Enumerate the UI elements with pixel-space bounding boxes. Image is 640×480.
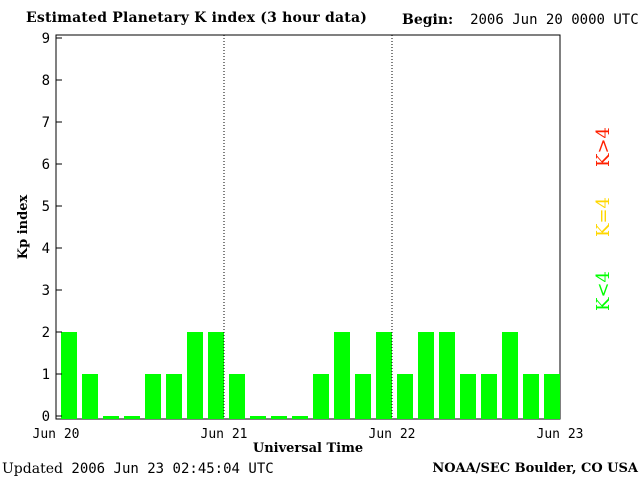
y-tick-label: 2 bbox=[42, 325, 50, 341]
kp-bar bbox=[313, 374, 329, 419]
begin-label: Begin: bbox=[402, 12, 454, 28]
kp-bar bbox=[544, 374, 560, 419]
legend-label: K>4 bbox=[593, 127, 614, 167]
kp-bar bbox=[250, 416, 266, 419]
kp-bar bbox=[481, 374, 497, 419]
kp-bar bbox=[334, 332, 350, 419]
kp-bar bbox=[502, 332, 518, 419]
y-tick-label: 9 bbox=[42, 31, 50, 47]
y-tick-label: 3 bbox=[42, 283, 50, 299]
x-axis-label: Universal Time bbox=[253, 441, 363, 456]
updated-info: Updated 2006 Jun 23 02:45:04 UTC bbox=[2, 461, 274, 477]
kp-bar bbox=[292, 416, 308, 419]
y-tick-label: 1 bbox=[42, 367, 50, 383]
y-tick-label: 5 bbox=[42, 199, 50, 215]
legend-label: K=4 bbox=[593, 197, 614, 237]
y-tick-label: 8 bbox=[42, 73, 50, 89]
legend-label: K<4 bbox=[593, 271, 614, 311]
kp-bar bbox=[460, 374, 476, 419]
y-axis-label: Kp index bbox=[16, 195, 31, 260]
kp-bar bbox=[523, 374, 539, 419]
kp-bar bbox=[271, 416, 287, 419]
kp-bar bbox=[145, 374, 161, 419]
kp-bar bbox=[103, 416, 119, 419]
kp-bar bbox=[61, 332, 77, 419]
x-tick-label: Jun 20 bbox=[33, 427, 80, 442]
begin-value: 2006 Jun 20 0000 UTC bbox=[470, 12, 639, 28]
kp-bar bbox=[82, 374, 98, 419]
kp-bar bbox=[439, 332, 455, 419]
kp-bar bbox=[355, 374, 371, 419]
kp-bar bbox=[397, 374, 413, 419]
y-tick-label: 0 bbox=[42, 409, 50, 425]
chart-title: Estimated Planetary K index (3 hour data… bbox=[26, 10, 368, 26]
y-tick-label: 6 bbox=[42, 157, 50, 173]
begin-info: Begin: 2006 Jun 20 0000 UTC bbox=[402, 12, 639, 28]
plot-frame bbox=[55, 34, 561, 420]
kp-bar bbox=[229, 374, 245, 419]
kp-bar bbox=[376, 332, 392, 419]
y-tick-label: 4 bbox=[42, 241, 50, 257]
x-tick-label: Jun 23 bbox=[537, 427, 584, 442]
x-tick-label: Jun 21 bbox=[201, 427, 248, 442]
kp-bar bbox=[124, 416, 140, 419]
kp-bar bbox=[187, 332, 203, 419]
updated-label: Updated bbox=[2, 461, 63, 477]
kp-bar bbox=[208, 332, 224, 419]
x-tick-label: Jun 22 bbox=[369, 427, 416, 442]
y-tick-label: 7 bbox=[42, 115, 50, 131]
updated-value: 2006 Jun 23 02:45:04 UTC bbox=[71, 461, 274, 477]
source-credit: NOAA/SEC Boulder, CO USA bbox=[432, 461, 638, 476]
kp-bar bbox=[418, 332, 434, 419]
kp-bar bbox=[166, 374, 182, 419]
